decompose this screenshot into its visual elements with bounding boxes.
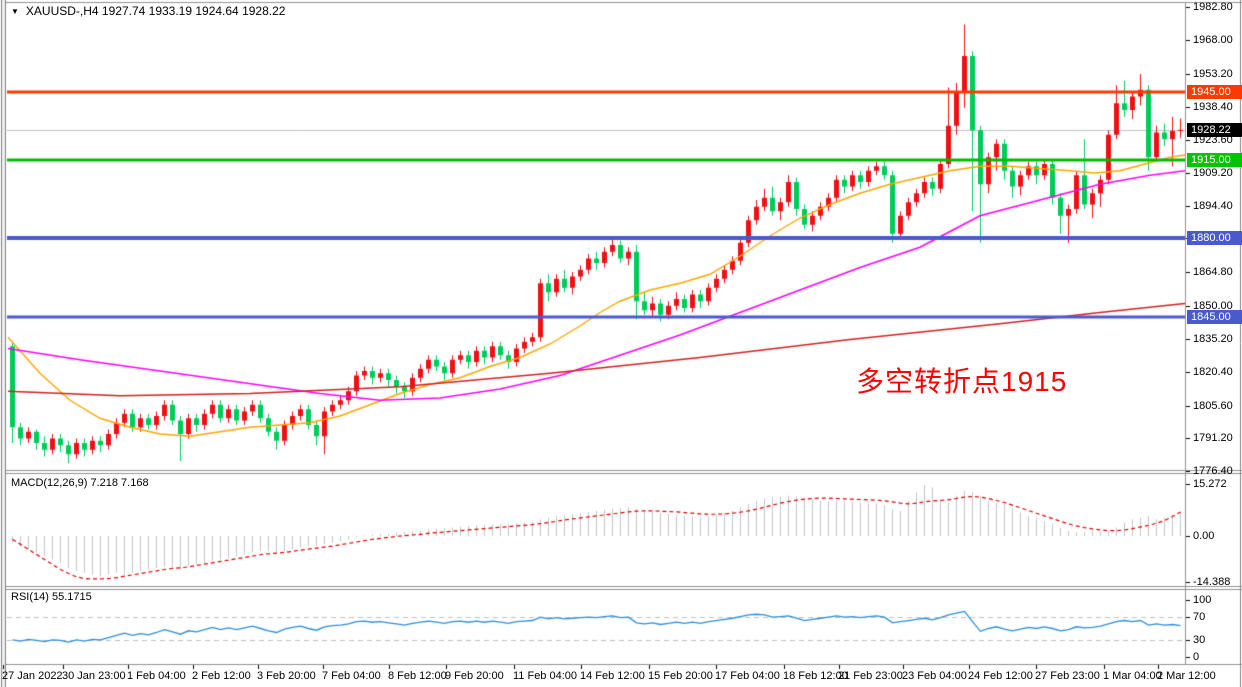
rsi-axis-label: 0 xyxy=(1193,651,1200,663)
price-axis-label: 1835.20 xyxy=(1193,333,1233,345)
time-axis-label: 2 Feb 12:00 xyxy=(192,670,251,682)
time-axis-label: 15 Feb 20:00 xyxy=(648,670,713,682)
annotation-text: 多空转折点1915 xyxy=(856,366,1068,397)
price-axis-label: 1968.00 xyxy=(1193,34,1233,46)
time-axis-label: 18 Feb 12:00 xyxy=(783,670,848,682)
time-axis-label: 1 Feb 04:00 xyxy=(127,670,186,682)
price-level-badge-1880-00: 1880.00 xyxy=(1187,231,1242,245)
price-level-badge-1928-22: 1928.22 xyxy=(1187,123,1242,137)
chart-title-bar: ▼ XAUUSD-,H4 1927.74 1933.19 1924.64 192… xyxy=(11,4,285,18)
price-axis-label: 1982.80 xyxy=(1193,1,1233,13)
time-axis-label: 1 Mar 04:00 xyxy=(1103,670,1162,682)
price-axis-label: 1805.60 xyxy=(1193,400,1233,412)
time-axis-label: 3 Feb 20:00 xyxy=(257,670,316,682)
macd-indicator-label: MACD(12,26,9) 7.218 7.168 xyxy=(11,477,149,489)
time-axis-label: 27 Jan 2022 xyxy=(2,670,63,682)
time-axis-label: 21 Feb 23:00 xyxy=(838,670,903,682)
time-axis-label: 2 Mar 12:00 xyxy=(1157,670,1216,682)
time-axis-label: 7 Feb 04:00 xyxy=(322,670,381,682)
macd-axis-label: 15.272 xyxy=(1193,478,1227,490)
collapse-arrow-icon[interactable]: ▼ xyxy=(11,6,19,16)
price-level-badge-1945-00: 1945.00 xyxy=(1187,85,1242,99)
macd-axis-label: -14.388 xyxy=(1193,576,1231,588)
price-axis-label: 1820.40 xyxy=(1193,366,1233,378)
price-axis-label: 1850.00 xyxy=(1193,300,1233,312)
time-axis-label: 9 Feb 20:00 xyxy=(445,670,504,682)
price-axis-label: 1791.20 xyxy=(1193,432,1233,444)
rsi-axis-label: 100 xyxy=(1193,594,1212,606)
price-axis-label: 1923.60 xyxy=(1193,134,1233,146)
time-axis-label: 17 Feb 04:00 xyxy=(715,670,780,682)
price-axis-label: 1909.20 xyxy=(1193,167,1233,179)
time-axis-label: 27 Feb 23:00 xyxy=(1035,670,1100,682)
rsi-axis-label: 30 xyxy=(1193,634,1206,646)
time-axis-label: 23 Feb 04:00 xyxy=(902,670,967,682)
macd-axis-label: 0.00 xyxy=(1193,530,1215,542)
price-axis-label: 1776.40 xyxy=(1193,465,1233,477)
time-axis-label: 24 Feb 12:00 xyxy=(968,670,1033,682)
time-axis-label: 11 Feb 04:00 xyxy=(513,670,578,682)
time-axis-label: 14 Feb 12:00 xyxy=(580,670,645,682)
price-level-badge-1915-00: 1915.00 xyxy=(1187,153,1242,167)
time-axis-label: 30 Jan 23:00 xyxy=(62,670,126,682)
price-level-badge-1845-00: 1845.00 xyxy=(1187,310,1242,324)
rsi-axis-label: 70 xyxy=(1193,611,1206,623)
rsi-indicator-label: RSI(14) 55.1715 xyxy=(11,591,92,603)
time-axis-label: 8 Feb 12:00 xyxy=(388,670,447,682)
price-axis-label: 1864.80 xyxy=(1193,266,1233,278)
price-axis-label: 1894.40 xyxy=(1193,200,1233,212)
price-axis-label: 1953.20 xyxy=(1193,68,1233,80)
chart-title: XAUUSD-,H4 1927.74 1933.19 1924.64 1928.… xyxy=(25,4,286,18)
price-axis-label: 1938.40 xyxy=(1193,101,1233,113)
